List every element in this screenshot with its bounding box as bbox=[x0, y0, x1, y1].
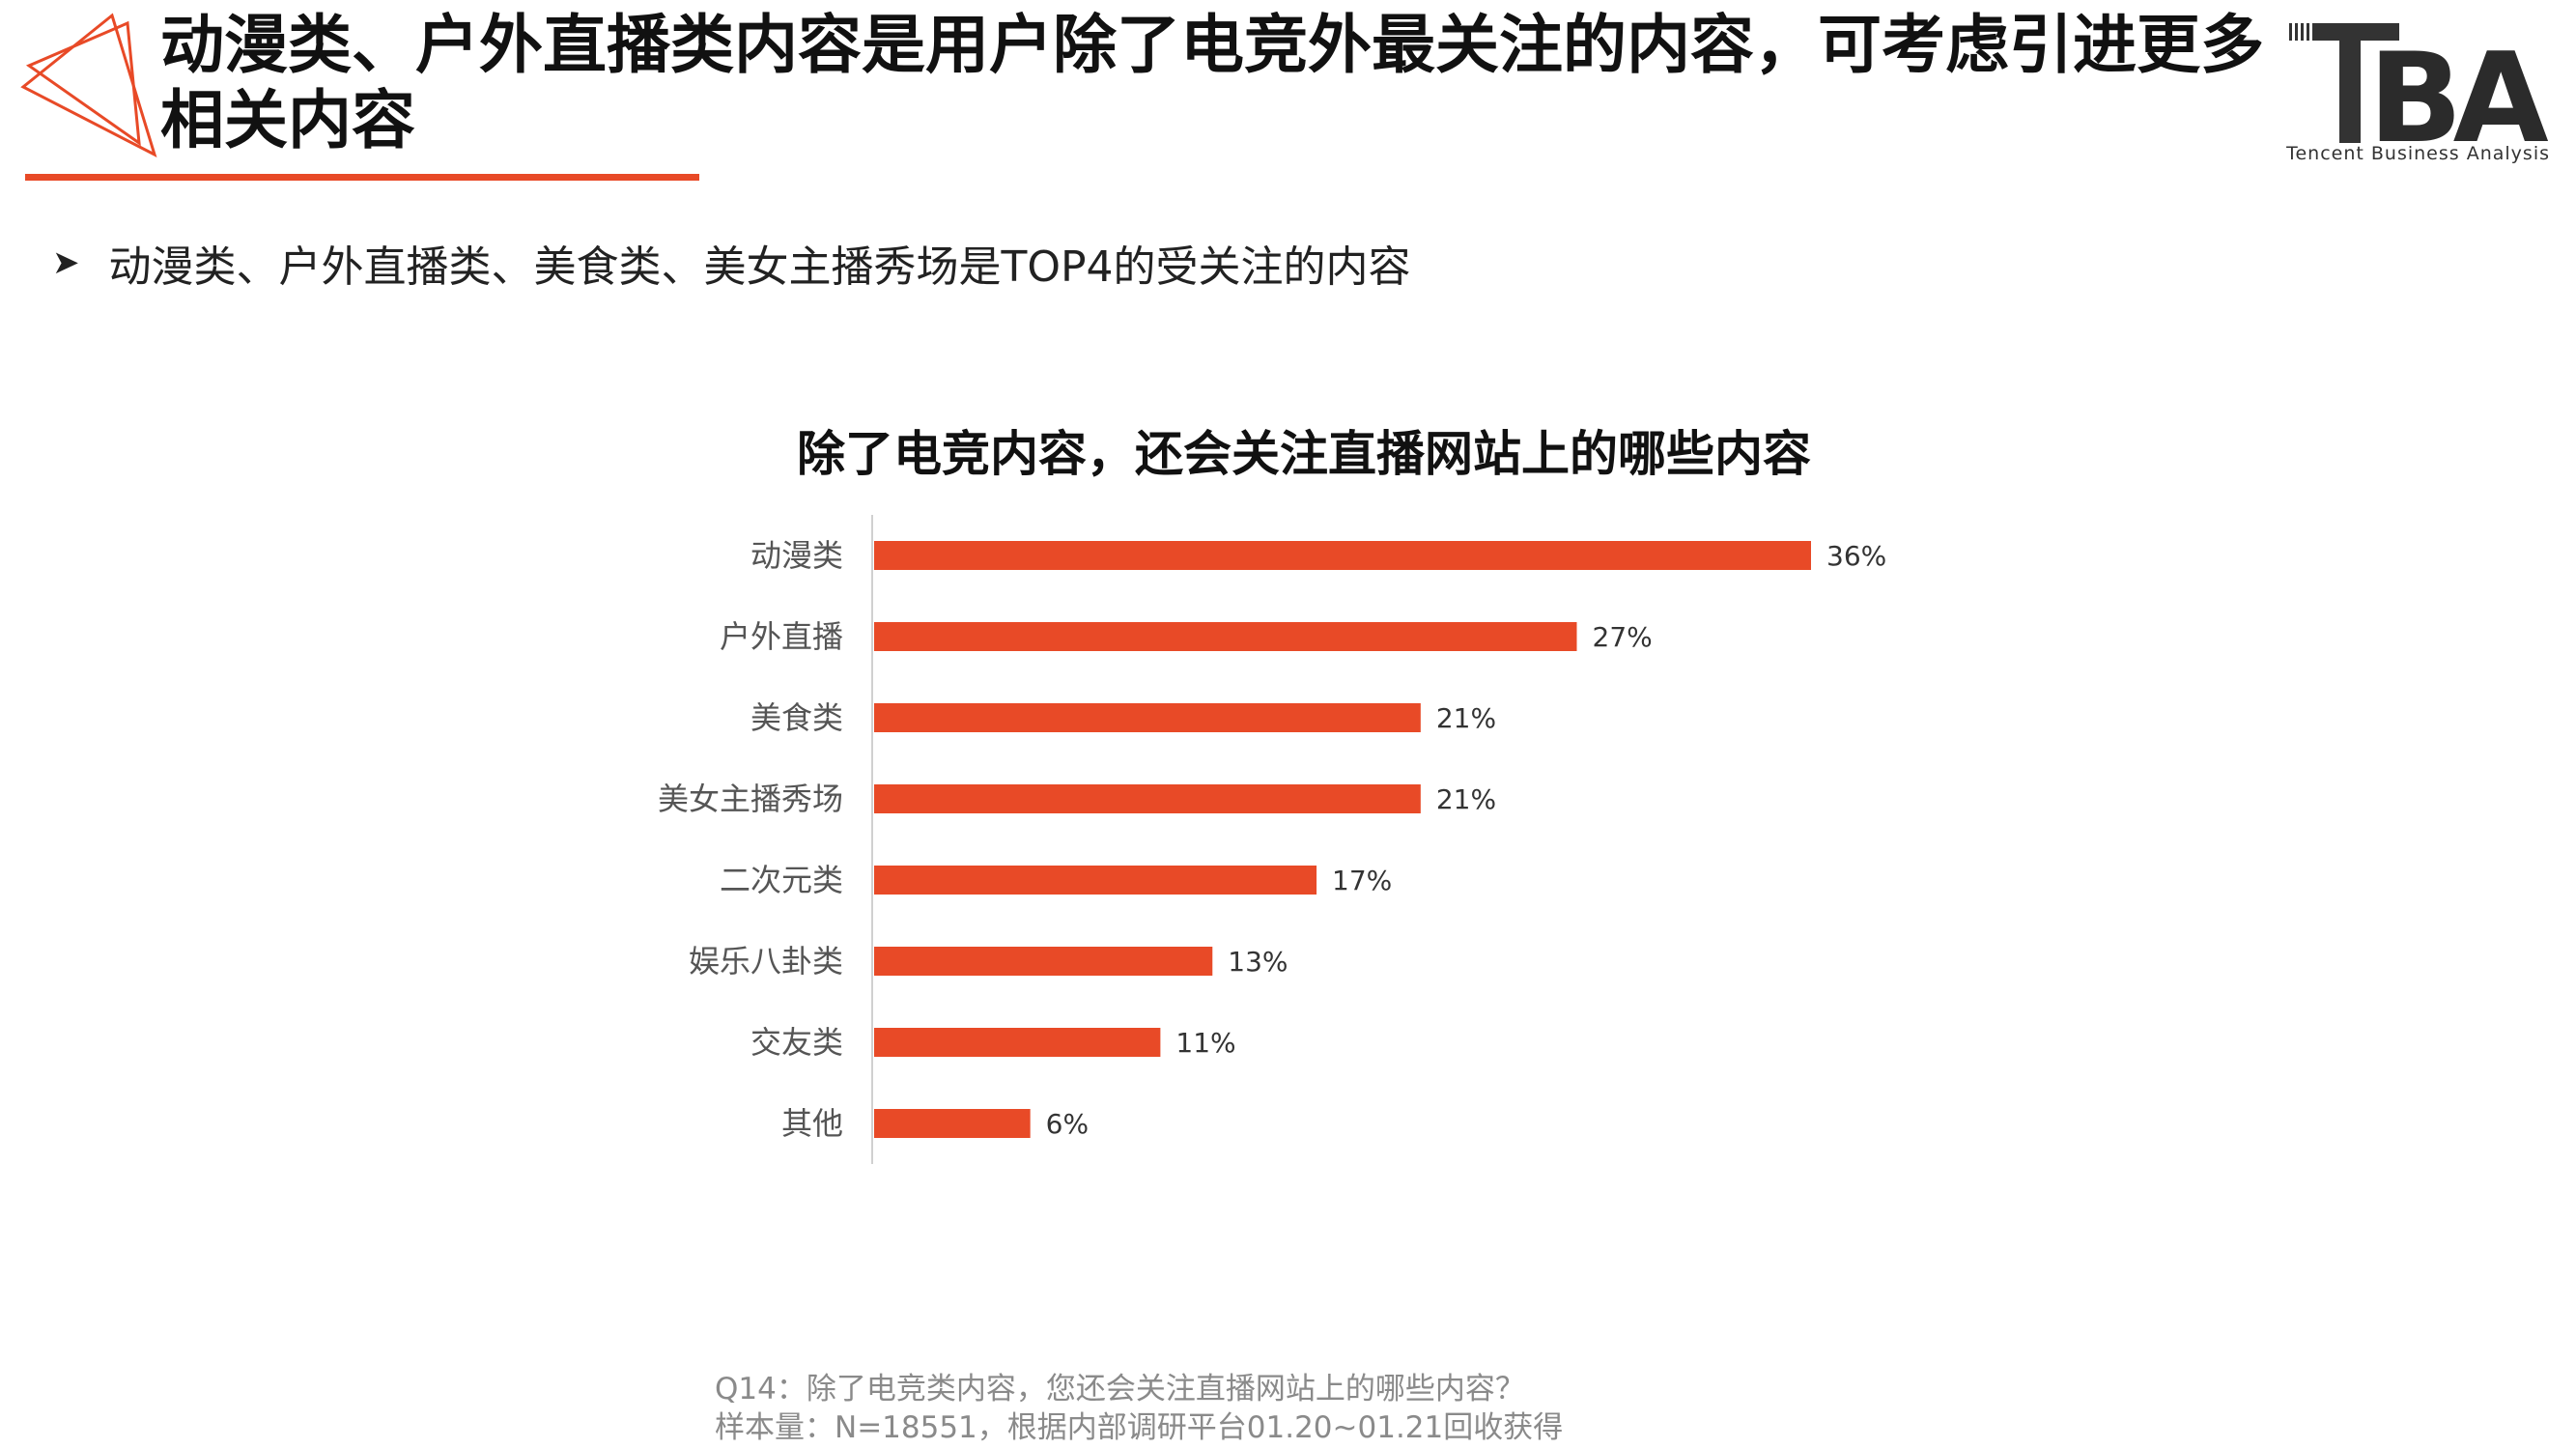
bar bbox=[874, 866, 1317, 895]
value-label: 21% bbox=[1436, 702, 1496, 734]
bar bbox=[874, 541, 1811, 570]
category-label: 二次元类 bbox=[720, 862, 843, 898]
logo-letters: BA bbox=[2368, 27, 2549, 162]
decorative-triangles-icon bbox=[20, 13, 157, 157]
value-label: 17% bbox=[1332, 865, 1392, 896]
value-label: 6% bbox=[1046, 1108, 1089, 1140]
title-underline bbox=[25, 174, 699, 181]
value-label: 36% bbox=[1826, 540, 1886, 572]
page-title: 动漫类、户外直播类内容是用户除了电竞外最关注的内容，可考虑引进更多相关内容 bbox=[160, 8, 2264, 157]
bar bbox=[874, 1109, 1031, 1138]
logo-caption: Tencent Business Analysis bbox=[2286, 143, 2550, 164]
bar bbox=[874, 784, 1421, 813]
bar bbox=[874, 622, 1577, 651]
category-label: 动漫类 bbox=[750, 537, 843, 574]
category-label: 交友类 bbox=[750, 1024, 843, 1061]
category-label: 美女主播秀场 bbox=[658, 781, 843, 817]
bar bbox=[874, 1028, 1161, 1057]
value-label: 11% bbox=[1175, 1027, 1235, 1059]
value-label: 21% bbox=[1436, 783, 1496, 815]
chart-title: 除了电竞内容，还会关注直播网站上的哪些内容 bbox=[797, 426, 1811, 482]
category-label: 美食类 bbox=[750, 699, 843, 736]
footnote-sample: 样本量：N=18551，根据内部调研平台01.20~01.21回收获得 bbox=[715, 1410, 1564, 1445]
category-label: 娱乐八卦类 bbox=[689, 943, 843, 980]
category-label: 其他 bbox=[781, 1105, 843, 1142]
value-label: 27% bbox=[1593, 621, 1653, 653]
tba-logo-icon: BA bbox=[2289, 23, 2559, 162]
footnote-question: Q14：除了电竞类内容，您还会关注直播网站上的哪些内容？ bbox=[715, 1372, 1525, 1406]
bullet-text: 动漫类、户外直播类、美食类、美女主播秀场是TOP4的受关注的内容 bbox=[108, 242, 1411, 292]
bullet-point: ➤ 动漫类、户外直播类、美食类、美女主播秀场是TOP4的受关注的内容 bbox=[52, 232, 1411, 294]
category-label: 户外直播 bbox=[720, 618, 843, 655]
footnote: Q14：除了电竞类内容，您还会关注直播网站上的哪些内容？ 样本量：N=18551… bbox=[715, 1370, 1563, 1447]
arrow-bullet-icon: ➤ bbox=[52, 243, 80, 282]
value-label: 13% bbox=[1228, 946, 1288, 978]
bar bbox=[874, 703, 1421, 732]
bar bbox=[874, 947, 1213, 976]
